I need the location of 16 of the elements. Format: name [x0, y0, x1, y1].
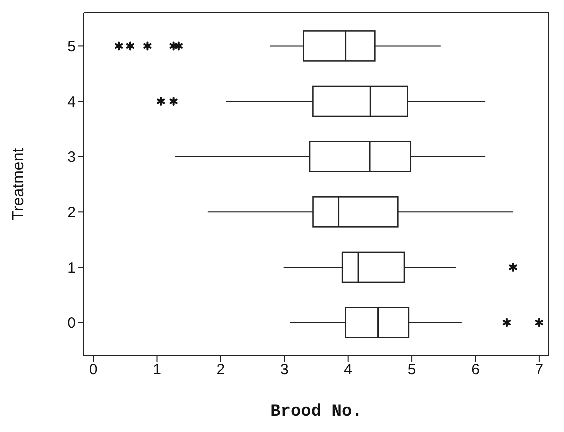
y-tick-label: 2 — [68, 204, 76, 222]
y-tick-label: 0 — [68, 315, 76, 332]
y-tick-label: 4 — [68, 94, 76, 111]
x-tick-label: 2 — [216, 362, 226, 379]
y-axis-title: Treatment — [10, 148, 28, 221]
x-tick-label: 4 — [344, 362, 353, 379]
y-tick-label: 3 — [68, 149, 76, 166]
y-tick-label: 5 — [68, 38, 76, 56]
x-tick-label: 0 — [89, 362, 98, 379]
x-tick-label: 3 — [280, 362, 289, 379]
x-tick-label: 7 — [535, 362, 544, 379]
x-tick-label: 6 — [472, 362, 480, 379]
y-tick-label: 1 — [68, 260, 76, 277]
x-tick-label: 5 — [408, 362, 416, 379]
x-tick-label: 1 — [153, 362, 162, 379]
x-axis-title: Brood No. — [270, 403, 362, 422]
